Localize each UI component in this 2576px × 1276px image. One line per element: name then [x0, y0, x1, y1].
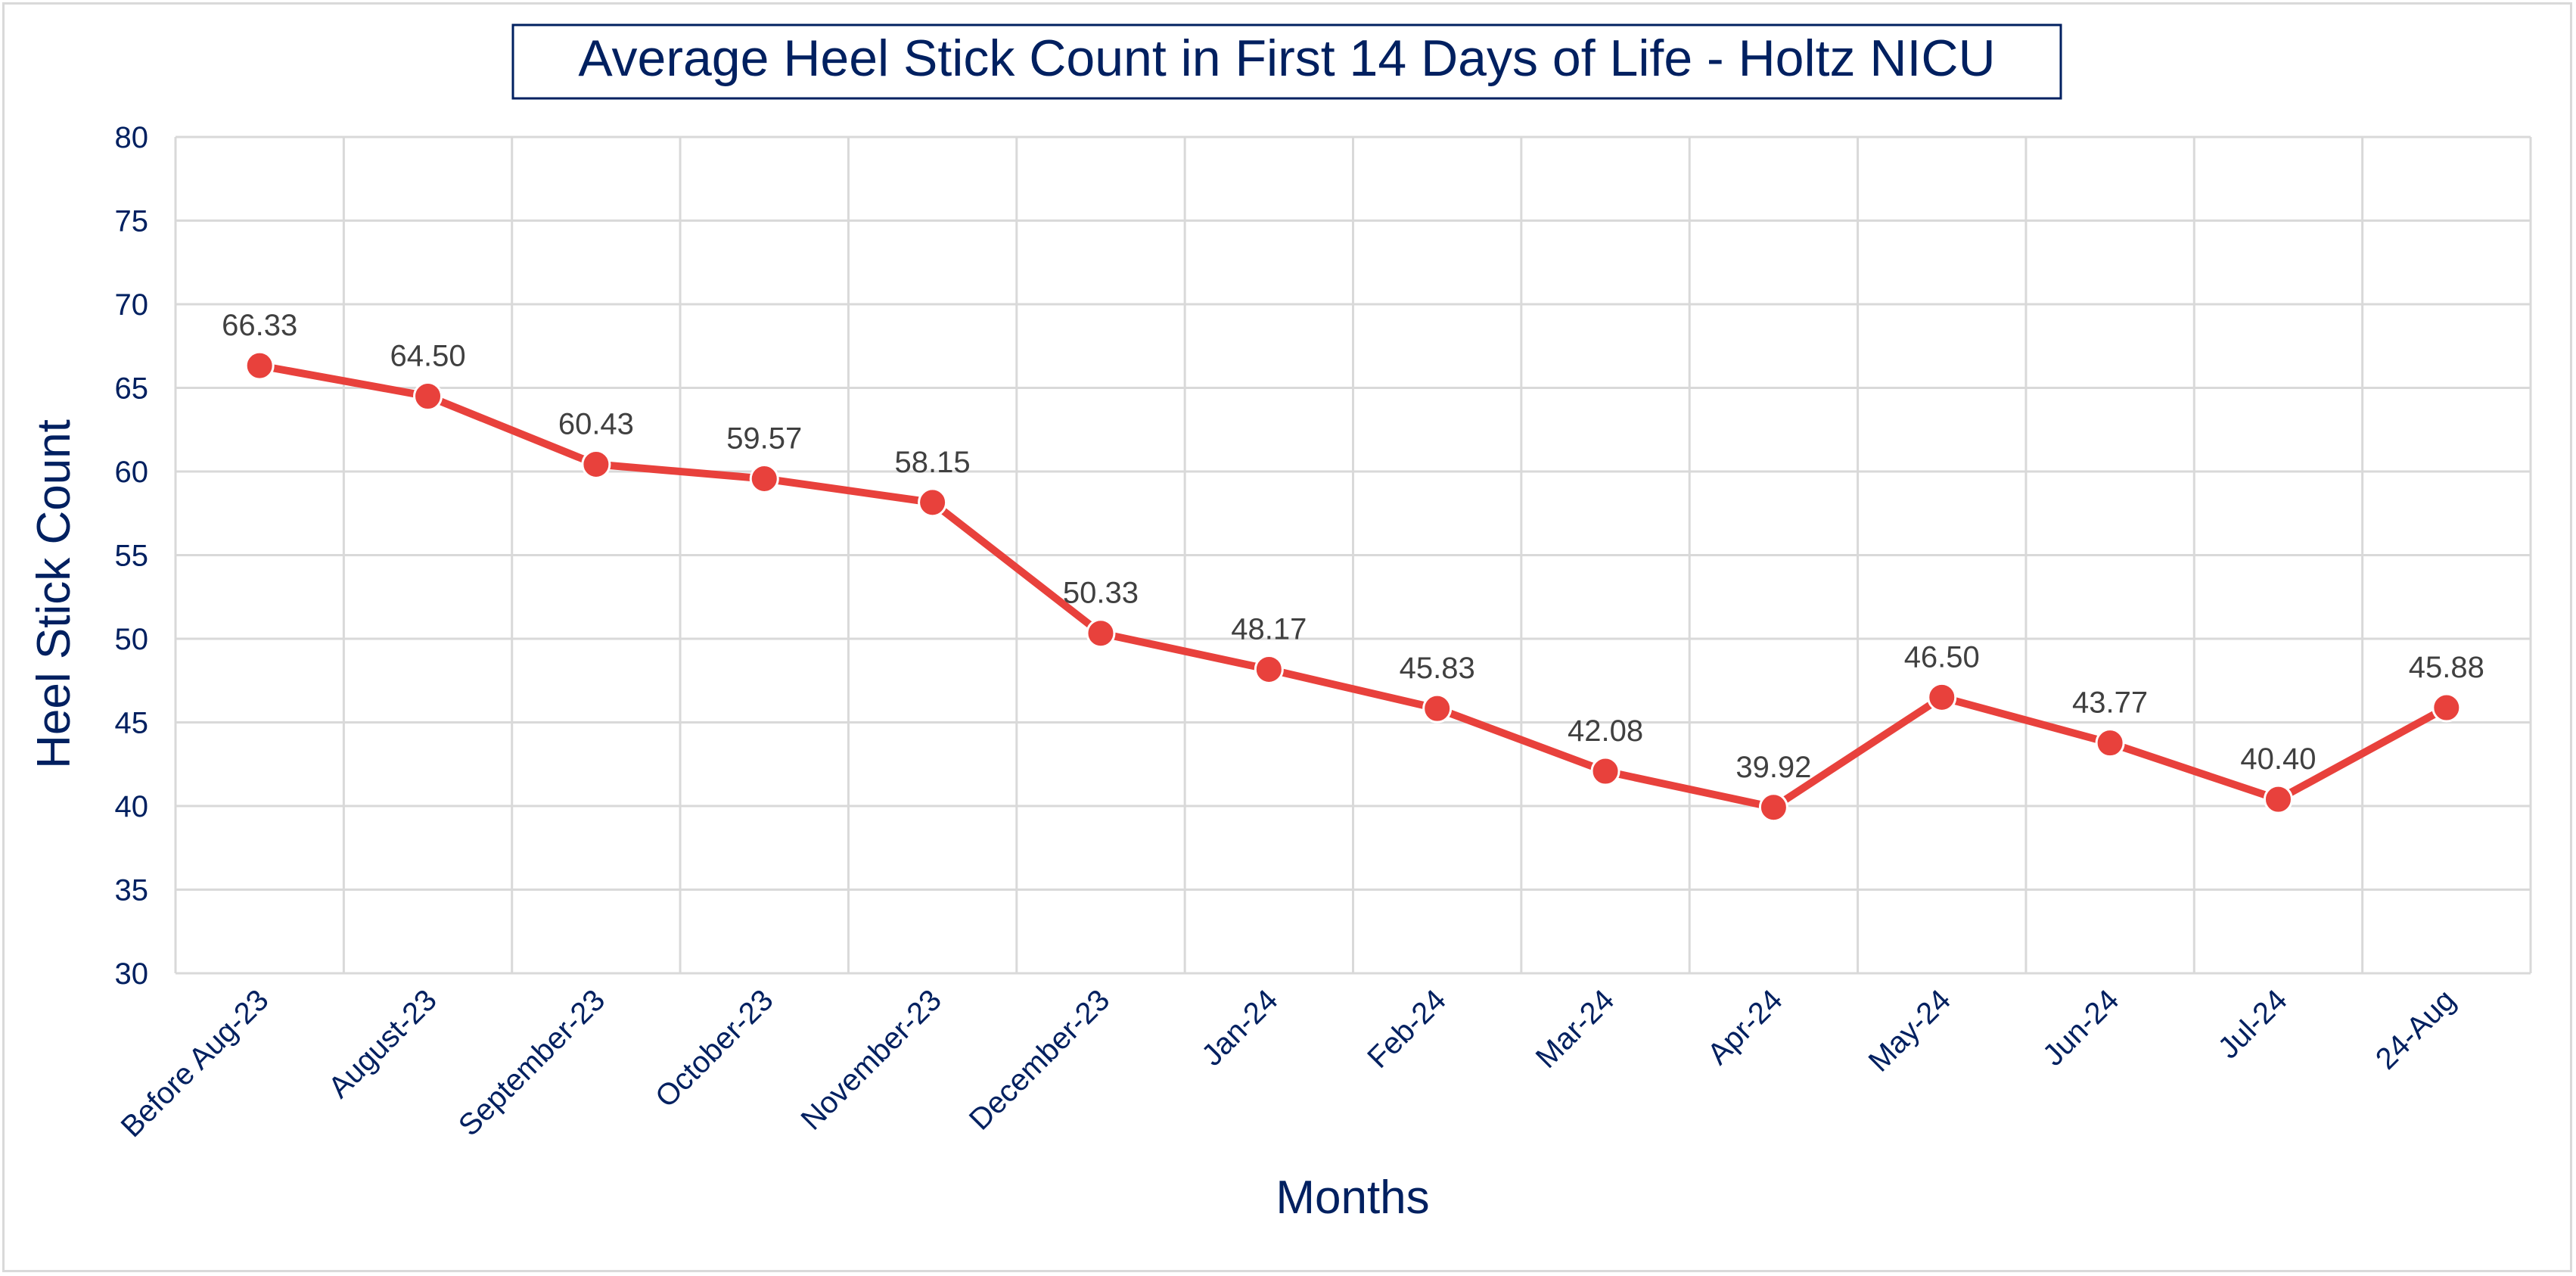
- data-label: 40.40: [2240, 742, 2316, 776]
- data-label: 43.77: [2072, 686, 2148, 720]
- data-label: 66.33: [222, 309, 297, 342]
- data-label: 45.88: [2409, 651, 2484, 684]
- x-tick-label: November-23: [795, 983, 948, 1136]
- data-label: 64.50: [390, 340, 465, 373]
- x-tick-label: Feb-24: [1361, 983, 1453, 1075]
- x-tick-label: October-23: [649, 983, 780, 1114]
- data-point: [1422, 693, 1453, 724]
- x-tick-label: August-23: [322, 983, 443, 1104]
- y-tick-label: 60: [115, 456, 149, 489]
- y-tick-label: 40: [115, 790, 149, 823]
- y-tick-label: 35: [115, 874, 149, 907]
- data-label: 58.15: [895, 446, 971, 479]
- data-point: [1758, 792, 1788, 823]
- data-point: [918, 487, 948, 518]
- y-tick-label: 50: [115, 623, 149, 656]
- y-tick-label: 80: [115, 121, 149, 154]
- data-label: 48.17: [1231, 612, 1307, 646]
- x-tick-label: Jun-24: [2037, 983, 2126, 1072]
- data-label: 50.33: [1063, 577, 1139, 610]
- y-tick-label: 70: [115, 288, 149, 322]
- data-point: [2095, 728, 2125, 758]
- data-label: 60.43: [558, 407, 634, 440]
- data-label: 45.83: [1400, 652, 1475, 685]
- y-tick-label: 30: [115, 957, 149, 991]
- y-tick-label: 75: [115, 205, 149, 238]
- data-point: [2432, 692, 2462, 723]
- y-tick-label: 55: [115, 540, 149, 573]
- series-line: [256, 362, 2450, 811]
- x-tick-label: September-23: [452, 983, 611, 1142]
- data-point: [1086, 618, 1116, 649]
- y-tick-label: 65: [115, 372, 149, 406]
- data-point: [1254, 654, 1284, 684]
- x-tick-label: Jul-24: [2212, 983, 2294, 1065]
- data-point: [2263, 784, 2293, 814]
- data-label: 59.57: [726, 422, 802, 456]
- data-point: [749, 464, 779, 494]
- y-tick-label: 45: [115, 707, 149, 740]
- title-box: [511, 23, 2062, 100]
- x-axis-title: Months: [1276, 1172, 1429, 1224]
- chart-title: Average Heel Stick Count in First 14 Day…: [578, 30, 1995, 87]
- x-tick-label: Mar-24: [1530, 983, 1621, 1075]
- x-tick-label: December-23: [963, 983, 1116, 1136]
- x-tick-label: May-24: [1863, 983, 1957, 1078]
- data-label: 46.50: [1904, 640, 1980, 674]
- x-tick-label: Before Aug-23: [115, 983, 275, 1144]
- x-tick-label: Jan-24: [1195, 983, 1285, 1072]
- data-label: 39.92: [1735, 751, 1811, 784]
- y-axis-title: Heel Stick Count: [28, 419, 80, 769]
- data-point: [1927, 682, 1957, 712]
- data-point: [413, 381, 443, 412]
- data-point: [581, 449, 611, 479]
- data-point: [244, 350, 275, 381]
- x-tick-label: 24-Aug: [2369, 983, 2462, 1075]
- data-point: [1590, 756, 1620, 786]
- plot-area: 30 35 40 45 50 55 60 65 70 75 80 Before Aug-23 Augus…: [115, 121, 2532, 1144]
- x-tick-label: Apr-24: [1701, 983, 1789, 1071]
- data-label: 42.08: [1568, 714, 1643, 748]
